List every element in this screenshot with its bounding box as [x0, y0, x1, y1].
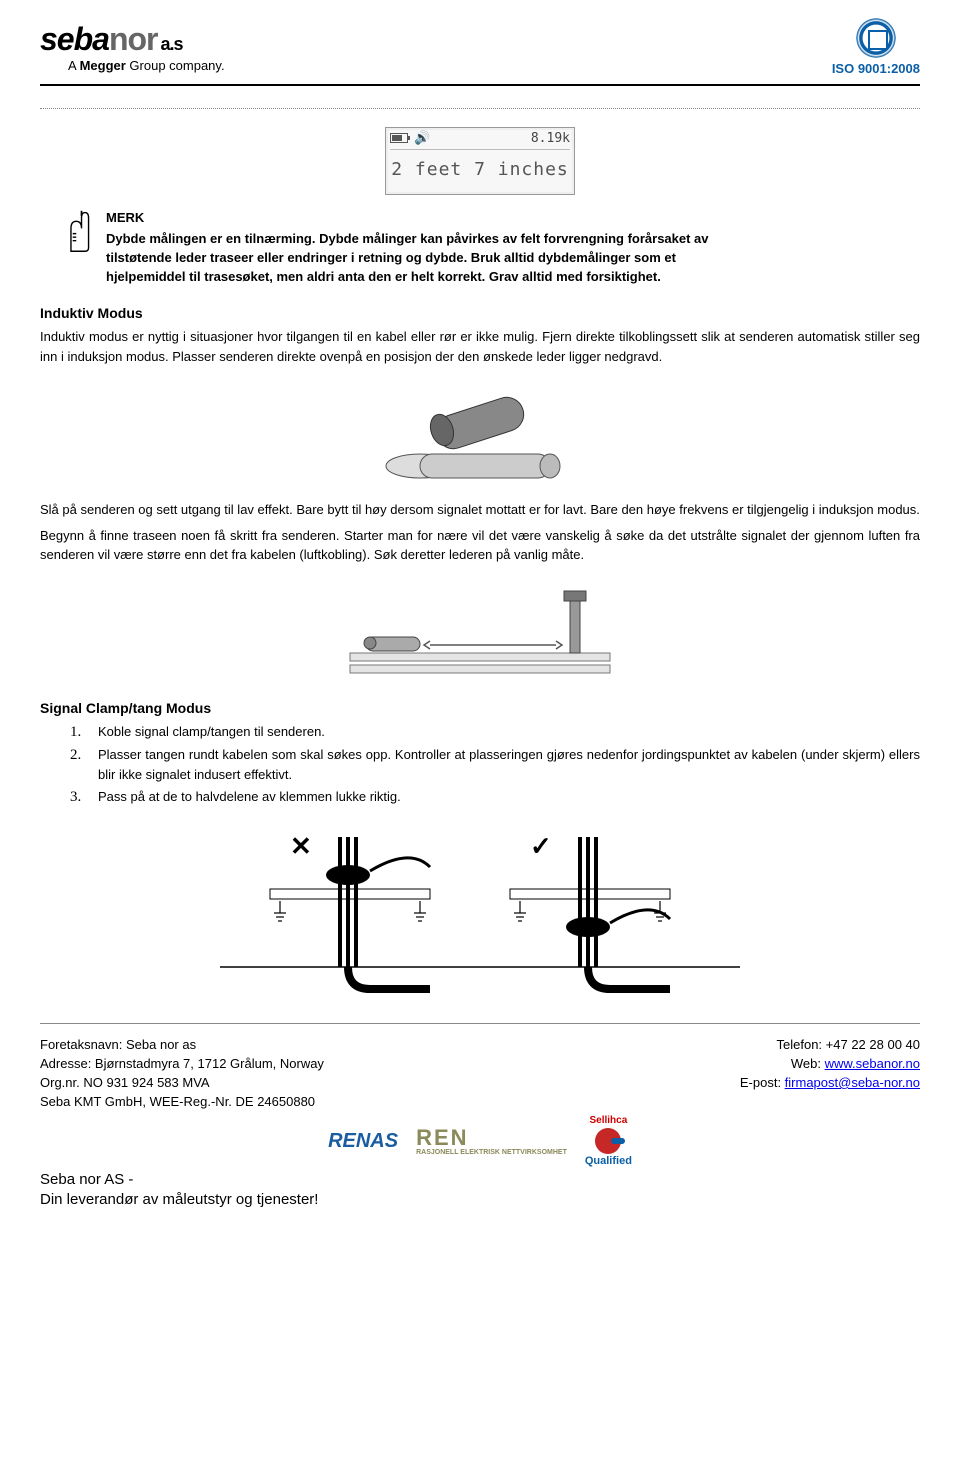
company-logo: sebanora.s A Megger Group company. — [40, 18, 225, 75]
sellihca-logo: Sellihca Qualified — [585, 1122, 632, 1162]
section-title-signal-clamp: Signal Clamp/tang Modus — [40, 699, 920, 718]
battery-icon — [390, 133, 408, 143]
header-dotted-rule — [40, 108, 920, 109]
note-body: Dybde målingen er en tilnærming. Dybde m… — [106, 230, 726, 287]
speaker-icon: 🔊 — [414, 130, 430, 148]
note-block: MERK Dybde målingen er en tilnærming. Dy… — [60, 209, 920, 286]
lcd-screen: 🔊 8.19k 2 feet 7 inches — [385, 127, 575, 196]
footer-wee: Seba KMT GmbH, WEE-Reg.-Nr. DE 24650880 — [40, 1093, 324, 1112]
page-footer: Foretaksnavn: Seba nor as Adresse: Bjørn… — [40, 1036, 920, 1111]
section-title-induktiv: Induktiv Modus — [40, 304, 920, 323]
induktiv-para-2: Slå på senderen og sett utgang til lav e… — [40, 500, 920, 520]
renas-logo: RENAS — [328, 1122, 398, 1162]
lcd-frequency: 8.19k — [531, 130, 570, 148]
figure-receiver-distance — [40, 575, 920, 685]
footer-web: Web: www.sebanor.no — [740, 1055, 920, 1074]
footer-rule — [40, 1023, 920, 1024]
footer-address: Adresse: Bjørnstadmyra 7, 1712 Grålum, N… — [40, 1055, 324, 1074]
iso-badge-icon — [848, 18, 904, 58]
footer-web-link[interactable]: www.sebanor.no — [825, 1056, 920, 1071]
footer-company-info: Foretaksnavn: Seba nor as Adresse: Bjørn… — [40, 1036, 324, 1111]
list-item: 2. Plasser tangen rundt kabelen som skal… — [70, 745, 920, 784]
list-item: 3. Pass på at de to halvdelene av klemme… — [70, 787, 920, 807]
footer-company-name: Foretaksnavn: Seba nor as — [40, 1036, 324, 1055]
footer-orgnr: Org.nr. NO 931 924 583 MVA — [40, 1074, 324, 1093]
header-rule — [40, 84, 920, 86]
iso-label: ISO 9001:2008 — [832, 60, 920, 78]
list-text: Koble signal clamp/tangen til senderen. — [98, 722, 920, 742]
lcd-depth-reading: 2 feet 7 inches — [390, 150, 570, 184]
lcd-statusbar: 🔊 8.19k — [390, 130, 570, 151]
note-content: MERK Dybde målingen er en tilnærming. Dy… — [106, 209, 726, 286]
page-header: sebanora.s A Megger Group company. ISO 9… — [40, 18, 920, 78]
footer-logos-row: RENAS REN RASJONELL ELEKTRISK NETTVIRKSO… — [40, 1122, 920, 1162]
footer-email: E-post: firmapost@seba-nor.no — [740, 1074, 920, 1093]
svg-text:✕: ✕ — [290, 831, 312, 861]
logo-as: a.s — [160, 34, 182, 54]
list-number: 2. — [70, 745, 98, 784]
footer-phone: Telefon: +47 22 28 00 40 — [740, 1036, 920, 1055]
footer-email-link[interactable]: firmapost@seba-nor.no — [785, 1075, 920, 1090]
induktiv-para-1: Induktiv modus er nyttig i situasjoner h… — [40, 327, 920, 366]
sellihca-ball-icon — [595, 1128, 621, 1154]
figure-transmitter-on-pipe — [40, 376, 920, 486]
list-number: 3. — [70, 787, 98, 807]
note-title: MERK — [106, 209, 726, 227]
list-number: 1. — [70, 722, 98, 742]
list-text: Plasser tangen rundt kabelen som skal sø… — [98, 745, 920, 784]
figure-clamp-right-wrong: ✕ ✓ — [40, 817, 920, 997]
iso-badge: ISO 9001:2008 — [832, 18, 920, 78]
list-item: 1. Koble signal clamp/tangen til sendere… — [70, 722, 920, 742]
signal-clamp-list: 1. Koble signal clamp/tangen til sendere… — [70, 722, 920, 808]
pointing-hand-icon — [60, 209, 106, 286]
list-text: Pass på at de to halvdelene av klemmen l… — [98, 787, 920, 807]
footer-slogan: Seba nor AS - Din leverandør av måleutst… — [40, 1170, 920, 1211]
lcd-figure: 🔊 8.19k 2 feet 7 inches — [40, 127, 920, 196]
logo-seba: seba — [40, 21, 109, 57]
logo-nor: nor — [109, 21, 158, 57]
logo-subline: A Megger Group company. — [68, 57, 225, 75]
induktiv-para-3: Begynn å finne traseen noen få skritt fr… — [40, 526, 920, 565]
logo-wordmark: sebanora.s — [40, 18, 225, 61]
svg-text:✓: ✓ — [530, 831, 552, 861]
footer-contact: Telefon: +47 22 28 00 40 Web: www.sebano… — [740, 1036, 920, 1111]
ren-logo: REN RASJONELL ELEKTRISK NETTVIRKSOMHET — [416, 1122, 567, 1162]
